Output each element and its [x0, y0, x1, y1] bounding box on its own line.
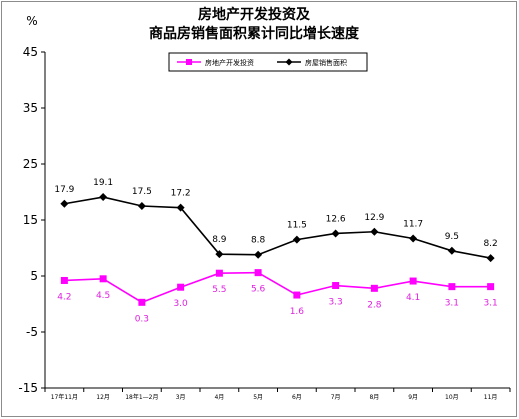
x-tick-label: 4月: [214, 394, 224, 401]
data-label-real-estate-investment: 1.6: [290, 307, 305, 317]
y-tick-label: 25: [23, 157, 38, 171]
legend-label-real-estate-investment: 房地产开发投资: [205, 58, 254, 67]
x-tick-label: 18年1—2月: [125, 393, 158, 401]
data-label-real-estate-investment: 3.1: [445, 299, 459, 309]
data-label-real-estate-investment: 2.8: [367, 300, 382, 310]
x-tick-label: 11月: [484, 394, 498, 401]
series-layer: 17.9 19.1 17.5 17.2 8.9 8.8 11.5 12.6 12.9 11.7 9.…: [54, 178, 497, 324]
chart-title-line-2: 商品房销售面积累计同比增长速度: [149, 25, 360, 42]
y-tick-label: 35: [23, 101, 38, 115]
data-point-real-estate-investment: [332, 282, 340, 290]
data-point-real-estate-investment: [215, 269, 223, 277]
data-point-housing-sales-area: [447, 246, 456, 255]
data-label-housing-sales-area: 17.5: [132, 187, 152, 197]
data-label-real-estate-investment: 0.3: [135, 314, 149, 324]
data-point-real-estate-investment: [138, 298, 146, 306]
series-line-housing-sales-area: [64, 196, 491, 259]
series-line-real-estate-investment: [64, 271, 491, 304]
data-label-housing-sales-area: 8.9: [212, 235, 227, 245]
x-tick-label: 8月: [369, 394, 379, 401]
y-axis-unit-label: %: [26, 14, 37, 28]
data-label-real-estate-investment: 4.5: [96, 291, 110, 301]
data-point-real-estate-investment: [409, 277, 417, 285]
data-label-housing-sales-area: 9.5: [445, 232, 459, 242]
data-label-housing-sales-area: 11.5: [287, 221, 307, 231]
legend-swatch-marker-real-estate-investment: [186, 59, 192, 65]
data-point-real-estate-investment: [370, 284, 378, 292]
x-tick-label: 12月: [96, 394, 110, 401]
data-point-housing-sales-area: [215, 250, 224, 259]
data-label-housing-sales-area: 12.6: [326, 214, 346, 224]
data-label-housing-sales-area: 8.8: [251, 236, 266, 246]
data-point-real-estate-investment: [487, 283, 495, 291]
x-tick-label: 10月: [445, 394, 459, 401]
data-point-housing-sales-area: [99, 193, 108, 202]
x-tick-label: 9月: [408, 394, 418, 401]
data-point-housing-sales-area: [60, 199, 69, 208]
y-tick-label: -5: [26, 325, 38, 339]
data-label-housing-sales-area: 8.2: [483, 239, 497, 249]
data-label-real-estate-investment: 4.1: [406, 293, 420, 303]
data-label-real-estate-investment: 5.5: [212, 285, 226, 295]
x-tick-label: 7月: [331, 394, 341, 401]
data-point-real-estate-investment: [254, 269, 262, 277]
data-point-real-estate-investment: [60, 276, 68, 284]
data-point-housing-sales-area: [254, 250, 263, 259]
legend-label-housing-sales-area: 房屋销售面积: [305, 58, 347, 67]
chart-axes: 45 35 25 15 5 -5 -15 17年11月 12月 18年1—2月 3月 4月 5月 6月 7月…: [18, 45, 511, 401]
data-label-housing-sales-area: 12.9: [364, 213, 384, 223]
x-tick-label: 17年11月: [51, 393, 78, 401]
data-label-real-estate-investment: 3.0: [173, 299, 188, 309]
legend: 房地产开发投资 房屋销售面积: [168, 52, 368, 72]
data-point-housing-sales-area: [292, 235, 301, 244]
data-label-housing-sales-area: 17.2: [171, 189, 191, 199]
data-label-real-estate-investment: 5.6: [251, 285, 266, 295]
data-label-real-estate-investment: 3.3: [328, 298, 342, 308]
data-point-real-estate-investment: [177, 283, 185, 291]
legend-box: [168, 52, 368, 72]
legend-swatch-marker-housing-sales-area: [285, 58, 293, 66]
y-tick-label: -15: [18, 381, 38, 395]
data-label-real-estate-investment: 3.1: [483, 299, 497, 309]
data-point-real-estate-investment: [448, 283, 456, 291]
data-point-housing-sales-area: [486, 254, 495, 263]
y-tick-label: 45: [23, 45, 38, 59]
x-tick-label: 3月: [176, 394, 186, 401]
y-tick-label: 15: [23, 213, 38, 227]
data-point-real-estate-investment: [99, 275, 107, 283]
data-label-housing-sales-area: 19.1: [93, 178, 113, 188]
y-tick-label: 5: [30, 269, 38, 283]
data-point-real-estate-investment: [293, 291, 301, 299]
x-tick-label: 5月: [253, 394, 263, 401]
data-point-housing-sales-area: [370, 227, 379, 236]
data-point-housing-sales-area: [176, 203, 185, 212]
data-label-real-estate-investment: 4.2: [57, 292, 71, 302]
data-point-housing-sales-area: [331, 229, 340, 238]
chart-title-line-1: 房地产开发投资及: [198, 6, 311, 23]
x-tick-label: 6月: [292, 394, 302, 401]
data-label-housing-sales-area: 11.7: [403, 219, 423, 229]
data-point-housing-sales-area: [137, 202, 146, 210]
data-point-housing-sales-area: [409, 234, 418, 243]
data-label-housing-sales-area: 17.9: [54, 185, 74, 195]
